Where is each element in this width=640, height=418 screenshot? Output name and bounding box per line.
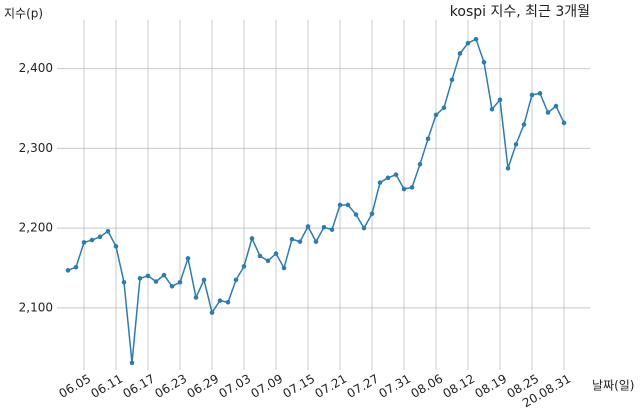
x-tick-label: 07.31	[376, 372, 413, 401]
point	[153, 279, 159, 284]
x-tick-label: 08.12	[440, 372, 477, 401]
point	[513, 142, 519, 147]
x-tick-label: 07.09	[248, 372, 285, 401]
point	[241, 264, 247, 269]
point	[457, 51, 463, 56]
point	[385, 175, 391, 181]
point	[97, 234, 103, 240]
point	[545, 110, 551, 115]
point	[105, 228, 111, 234]
y-tick-label: 2,100	[19, 300, 53, 314]
point	[185, 256, 191, 261]
point	[481, 59, 487, 65]
x-tick-label: 06.17	[120, 372, 157, 401]
point	[217, 298, 223, 303]
point	[505, 165, 511, 171]
point	[281, 265, 287, 271]
point	[401, 186, 407, 192]
x-tick-label: 06.29	[184, 372, 221, 401]
x-tick-label: 08.06	[408, 372, 445, 401]
point	[393, 172, 399, 177]
point	[425, 136, 431, 142]
x-tick-label: 08.19	[472, 372, 509, 401]
x-tick-label: 07.21	[312, 372, 349, 401]
point	[377, 180, 383, 185]
point	[233, 277, 239, 283]
y-tick-label: 2,200	[19, 221, 53, 235]
point	[353, 212, 359, 217]
x-tick-label: 06.05	[56, 372, 93, 401]
x-tick-label: 06.11	[88, 372, 125, 401]
point	[329, 227, 335, 232]
point	[249, 236, 255, 241]
point	[337, 202, 343, 208]
point	[361, 225, 367, 231]
point	[193, 295, 199, 300]
point	[433, 112, 439, 118]
point	[553, 103, 559, 109]
point	[489, 106, 495, 112]
line	[67, 38, 565, 363]
x-tick-label: 07.27	[344, 372, 381, 401]
point	[321, 224, 327, 230]
point	[369, 211, 375, 217]
point	[225, 299, 231, 305]
point	[297, 239, 303, 244]
point	[89, 237, 95, 243]
point	[65, 268, 71, 273]
point	[81, 240, 87, 245]
point	[177, 280, 183, 285]
point	[209, 310, 215, 315]
point	[161, 272, 167, 278]
point	[273, 251, 279, 256]
point	[417, 162, 423, 167]
point	[313, 239, 319, 244]
y-axis-label: 지수(p)	[4, 7, 43, 21]
x-tick-label: 07.15	[280, 372, 317, 401]
point	[137, 276, 143, 281]
point	[473, 36, 479, 42]
point	[529, 92, 535, 98]
point	[449, 77, 455, 83]
point	[305, 224, 311, 229]
point	[441, 105, 447, 110]
point	[257, 253, 263, 259]
y-tick-label: 2,300	[19, 141, 53, 155]
point	[345, 202, 351, 208]
chart-title: kospi 지수, 최근 3개월	[450, 4, 590, 20]
point	[465, 40, 471, 46]
x-tick-label: 06.23	[152, 372, 189, 401]
point	[497, 97, 503, 103]
point	[201, 277, 207, 283]
point	[113, 244, 119, 249]
point	[129, 360, 135, 366]
x-axis-label: 날짜(일)	[592, 379, 634, 393]
point	[169, 283, 175, 289]
point	[145, 273, 151, 279]
point	[73, 264, 79, 270]
point	[265, 258, 271, 264]
point	[409, 185, 415, 190]
point	[561, 120, 567, 126]
point	[521, 122, 527, 127]
x-tick-label: 07.03	[216, 372, 253, 401]
point	[289, 236, 295, 242]
point	[121, 280, 127, 285]
y-tick-label: 2,400	[19, 61, 53, 75]
point	[537, 91, 543, 96]
